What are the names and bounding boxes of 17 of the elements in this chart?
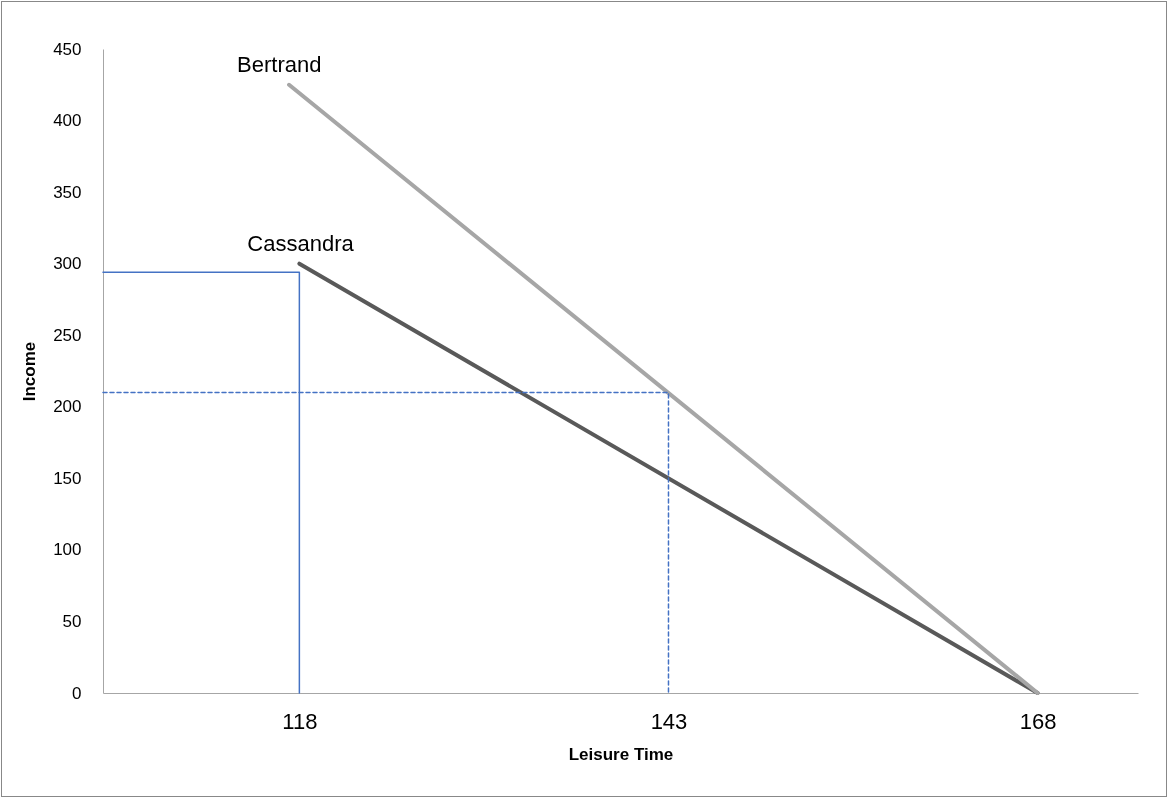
- y-tick-label: 300: [53, 254, 82, 274]
- y-tick-label: 0: [72, 683, 82, 703]
- y-tick-label: 200: [53, 397, 82, 417]
- y-tick-label: 450: [53, 39, 82, 59]
- y-tick-label: 250: [53, 325, 82, 345]
- y-tick-label: 150: [53, 468, 82, 488]
- y-tick-label: 100: [53, 540, 82, 560]
- series-label: Bertrand: [237, 51, 322, 77]
- y-axis-title: Income: [20, 341, 40, 402]
- x-tick-label: 143: [650, 708, 688, 734]
- series-label: Cassandra: [247, 230, 355, 256]
- y-tick-label: 50: [62, 611, 82, 631]
- x-tick-label: 118: [282, 708, 318, 734]
- x-axis-title: Leisure Time: [568, 744, 674, 764]
- y-tick-label: 350: [53, 182, 82, 202]
- x-tick-label: 168: [1019, 708, 1057, 734]
- y-tick-label: 400: [53, 111, 82, 131]
